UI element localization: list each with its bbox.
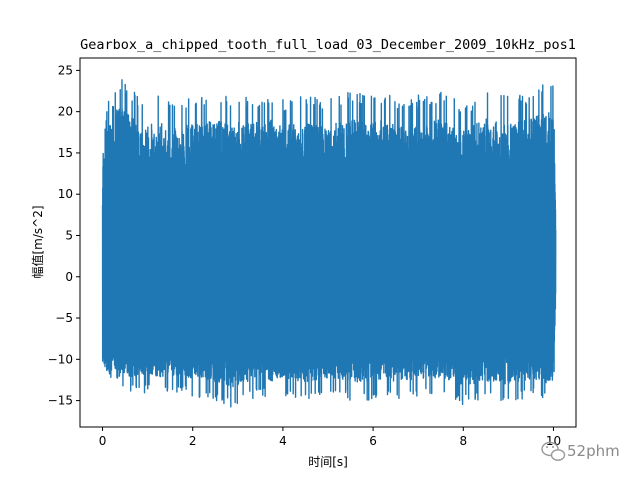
chart-title: Gearbox_a_chipped_tooth_full_load_03_Dec… [80,37,576,53]
y-axis-label: 幅值[m/s^2] [30,205,45,278]
x-tick-label: 4 [279,434,287,448]
signal-layer [101,79,557,408]
x-tick-label: 8 [459,434,467,448]
y-tick-label: −10 [48,352,73,366]
y-axis: −15 −10 −5 0 5 10 15 20 25 [48,63,80,408]
x-tick-label: 6 [369,434,377,448]
y-tick-label: 25 [58,63,73,77]
y-tick-label: −15 [48,394,73,408]
wechat-icon [541,441,566,461]
y-tick-label: 10 [58,187,73,201]
signal-line [101,79,557,408]
y-tick-label: 15 [58,146,73,160]
y-tick-label: 20 [58,105,73,119]
x-axis-label: 时间[s] [308,455,348,469]
watermark: 52phm [541,441,620,461]
y-tick-label: 0 [65,270,73,284]
x-tick-label: 10 [546,434,561,448]
x-tick-label: 0 [99,434,107,448]
y-tick-label: −5 [55,311,73,325]
watermark-text: 52phm [567,442,620,460]
plot-frame [79,57,577,428]
x-axis: 0 2 4 6 8 10 [99,427,561,448]
x-tick-label: 2 [189,434,197,448]
y-tick-label: 5 [65,228,73,242]
